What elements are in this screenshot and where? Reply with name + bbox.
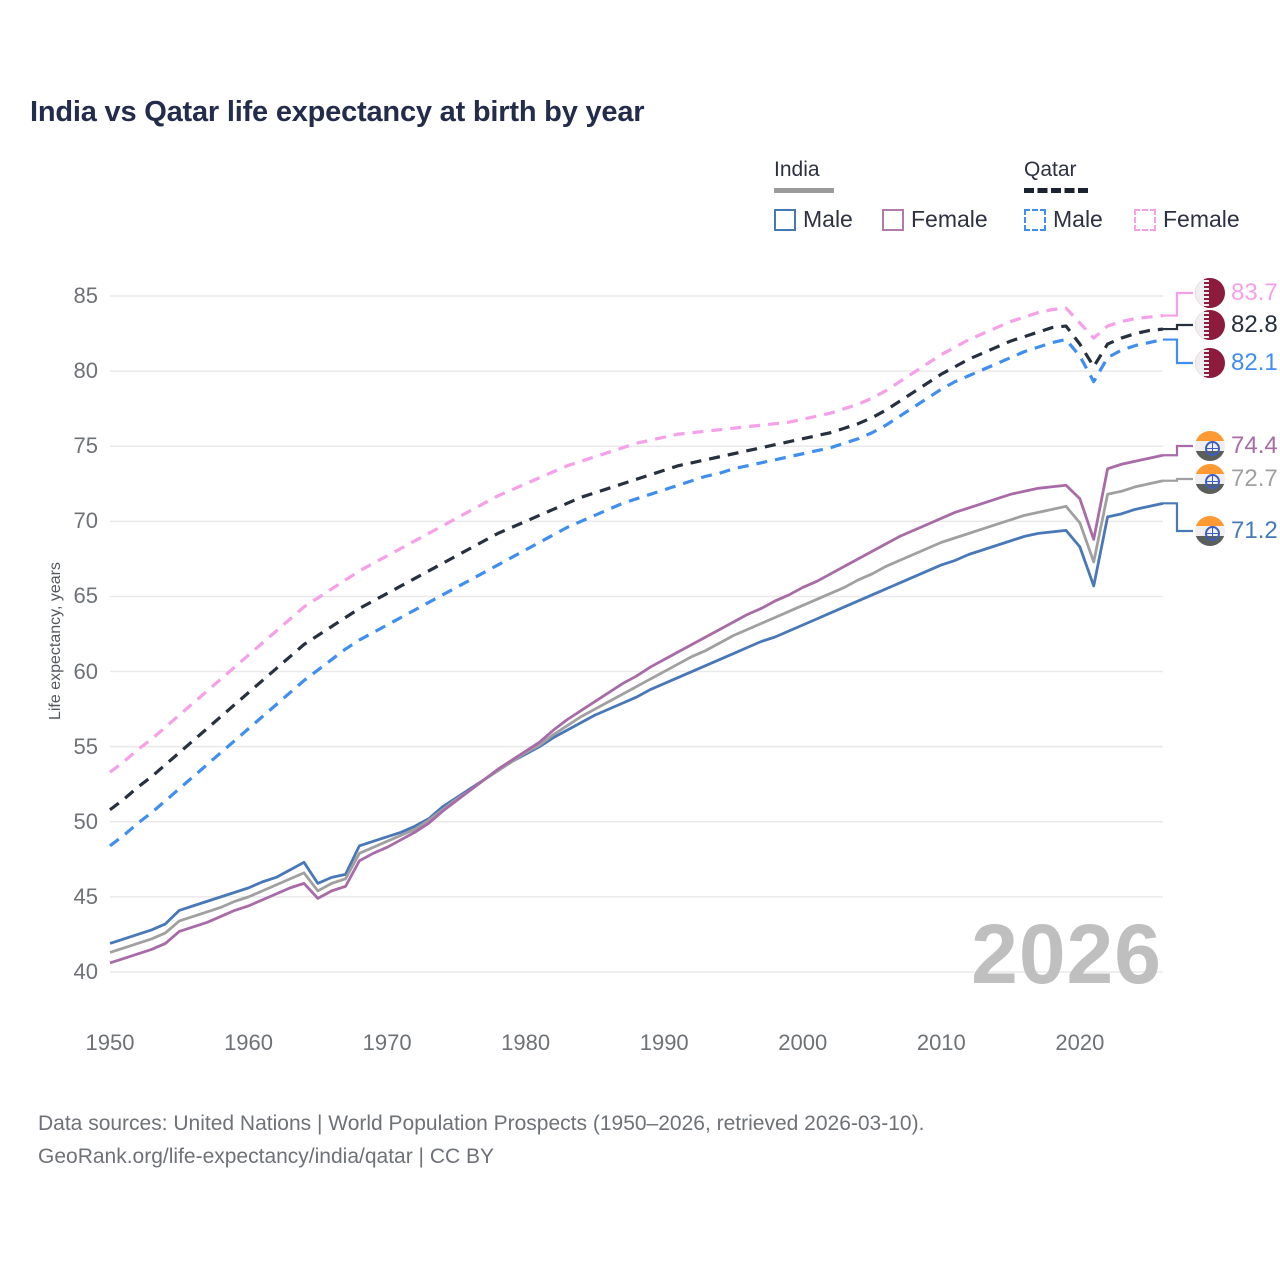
footer-line-license[interactable]: GeoRank.org/life-expectancy/india/qatar …: [38, 1144, 495, 1168]
legend-group-india-rule: [774, 188, 834, 193]
series-end-value: 83.7: [1231, 279, 1278, 306]
legend-group-india-title: India: [774, 158, 820, 181]
series-end-value: 74.4: [1231, 432, 1278, 459]
y-tick-label: 75: [73, 433, 98, 459]
series-line-qatar-total: [109, 324, 1164, 812]
india-flag-icon: [1195, 464, 1225, 494]
x-tick-label: 1980: [501, 1030, 551, 1055]
legend-item-india-female[interactable]: Female: [882, 206, 988, 233]
india-flag-green-band: [1195, 484, 1225, 494]
legend-item-qatar-male[interactable]: Male: [1024, 206, 1103, 233]
y-tick-label: 70: [73, 508, 98, 534]
series-end-value: 82.8: [1231, 311, 1278, 338]
india-flag-icon: [1195, 431, 1225, 461]
india-flag-saffron-band: [1195, 464, 1225, 474]
series-line-india-total: [109, 479, 1164, 954]
series-end-label: 74.4: [1195, 431, 1278, 461]
end-label-connector: [1163, 444, 1193, 457]
series-end-label: 72.7: [1195, 464, 1278, 494]
legend-label-qatar-male: Male: [1053, 206, 1103, 232]
x-tick-label: 1970: [362, 1030, 412, 1055]
x-tick-label: 1950: [85, 1030, 135, 1055]
india-flag-saffron-band: [1195, 431, 1225, 441]
legend-label-india-female: Female: [911, 206, 988, 232]
india-flag-icon: [1195, 516, 1225, 546]
y-axis-title: Life expectancy, years: [47, 562, 64, 721]
series-line-qatar-male: [109, 337, 1164, 848]
year-watermark: 2026: [971, 907, 1162, 1001]
y-tick-label: 50: [73, 808, 98, 834]
legend-group-qatar-title: Qatar: [1024, 158, 1077, 181]
end-label-connector: [1163, 323, 1193, 331]
india-flag-saffron-band: [1195, 516, 1225, 526]
ashoka-chakra-icon: [1204, 440, 1220, 456]
y-tick-label: 55: [73, 733, 98, 759]
series-end-value: 82.1: [1231, 349, 1278, 376]
x-tick-label: 1960: [224, 1030, 274, 1055]
end-label-connector: [1163, 291, 1193, 317]
y-tick-label: 45: [73, 883, 98, 909]
india-flag-green-band: [1195, 536, 1225, 546]
x-tick-label: 2000: [778, 1030, 828, 1055]
legend-swatch-icon-india-male: [774, 208, 796, 231]
page-title: India vs Qatar life expectancy at birth …: [30, 96, 645, 128]
series-line-india-male: [109, 501, 1164, 945]
legend-item-qatar-female[interactable]: Female: [1134, 206, 1240, 233]
y-tick-label: 60: [73, 658, 98, 684]
legend-group-qatar-rule: [1024, 188, 1088, 193]
end-label-connector: [1163, 338, 1193, 365]
series-end-label: 82.8: [1195, 310, 1278, 340]
end-label-connector: [1163, 477, 1193, 482]
series-end-label: 83.7: [1195, 278, 1278, 308]
y-tick-label: 40: [73, 958, 98, 984]
legend-label-india-male: Male: [803, 206, 853, 232]
series-line-qatar-female: [109, 306, 1164, 774]
legend-label-qatar-female: Female: [1163, 206, 1240, 232]
footer-line-sources: Data sources: United Nations | World Pop…: [38, 1112, 925, 1135]
legend-item-india-male[interactable]: Male: [774, 206, 853, 233]
x-tick-label: 2020: [1055, 1030, 1105, 1055]
x-tick-label: 1990: [639, 1030, 689, 1055]
qatar-flag-icon: [1195, 348, 1225, 378]
end-label-connector: [1163, 502, 1193, 533]
qatar-flag-icon: [1195, 278, 1225, 308]
series-end-value: 71.2: [1231, 517, 1278, 544]
y-tick-label: 80: [73, 358, 98, 384]
y-tick-label: 85: [73, 283, 98, 309]
footer-attribution: Data sources: United Nations | World Pop…: [38, 1108, 924, 1173]
series-line-india-female: [109, 453, 1164, 965]
india-flag-green-band: [1195, 451, 1225, 461]
legend-swatch-icon-qatar-female: [1134, 208, 1156, 231]
series-end-label: 71.2: [1195, 516, 1278, 546]
qatar-flag-icon: [1195, 310, 1225, 340]
legend-swatch-icon-qatar-male: [1024, 208, 1046, 231]
series-end-value: 72.7: [1231, 465, 1278, 492]
y-tick-label: 65: [73, 583, 98, 609]
ashoka-chakra-icon: [1204, 473, 1220, 489]
series-end-label: 82.1: [1195, 348, 1278, 378]
chart-legend: India Qatar Male Female Male Female: [760, 158, 1260, 244]
ashoka-chakra-icon: [1204, 525, 1220, 541]
x-tick-label: 2010: [916, 1030, 966, 1055]
legend-swatch-icon-india-female: [882, 208, 904, 231]
